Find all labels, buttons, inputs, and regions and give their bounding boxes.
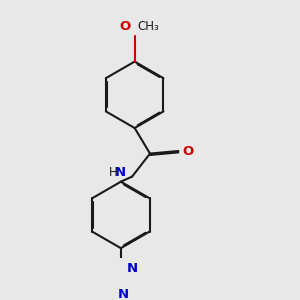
Text: H: H [109, 166, 118, 179]
Text: N: N [115, 166, 126, 179]
Text: O: O [182, 145, 194, 158]
Text: CH₃: CH₃ [137, 20, 159, 34]
Text: O: O [119, 20, 130, 34]
Text: N: N [127, 262, 138, 275]
Text: N: N [118, 288, 129, 300]
